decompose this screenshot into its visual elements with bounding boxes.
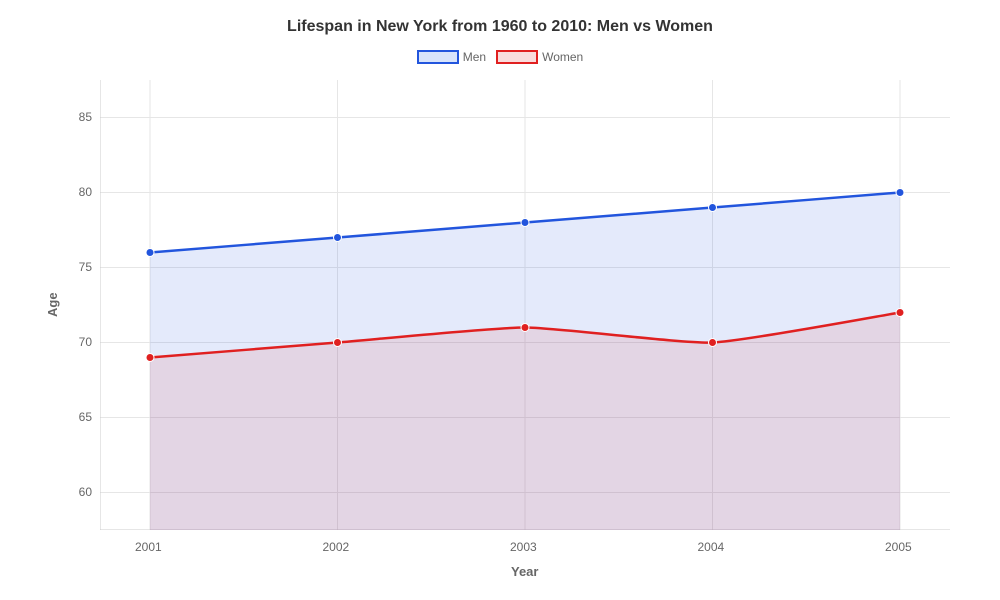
marker-women-1[interactable] [334,339,342,347]
marker-men-2[interactable] [521,219,529,227]
legend-label-men: Men [463,50,486,64]
y-tick-label: 80 [79,185,92,199]
y-tick-label: 70 [79,335,92,349]
marker-men-1[interactable] [334,234,342,242]
marker-women-4[interactable] [896,309,904,317]
y-axis-title: Age [45,292,60,317]
chart-title: Lifespan in New York from 1960 to 2010: … [0,18,1000,36]
legend-label-women: Women [542,50,583,64]
x-tick-label: 2005 [885,540,912,554]
marker-men-3[interactable] [709,204,717,212]
y-tick-label: 65 [79,410,92,424]
marker-women-2[interactable] [521,324,529,332]
legend: Men Women [0,50,1000,64]
x-tick-label: 2004 [698,540,725,554]
legend-swatch-women [496,50,538,64]
legend-item-women[interactable]: Women [496,50,583,64]
legend-item-men[interactable]: Men [417,50,486,64]
marker-men-4[interactable] [896,189,904,197]
x-tick-label: 2001 [135,540,162,554]
chart-container: Lifespan in New York from 1960 to 2010: … [0,0,1000,600]
x-tick-label: 2002 [323,540,350,554]
marker-women-0[interactable] [146,354,154,362]
y-tick-label: 60 [79,485,92,499]
marker-women-3[interactable] [709,339,717,347]
x-axis-title: Year [511,564,538,579]
legend-swatch-men [417,50,459,64]
y-tick-label: 85 [79,110,92,124]
y-tick-label: 75 [79,260,92,274]
marker-men-0[interactable] [146,249,154,257]
x-tick-label: 2003 [510,540,537,554]
plot-area [100,80,950,530]
plot-svg [100,80,950,530]
